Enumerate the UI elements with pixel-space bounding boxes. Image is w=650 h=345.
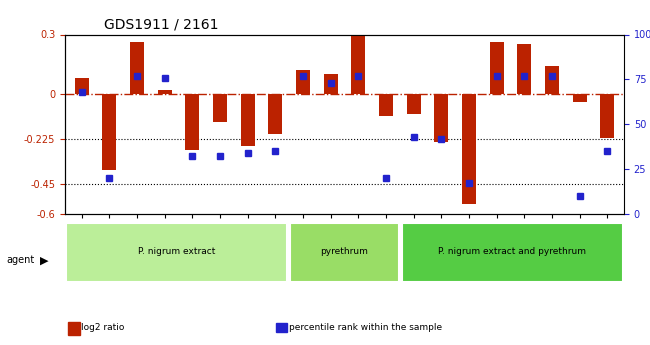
Bar bbox=[130, 42, 144, 94]
Bar bbox=[601, 94, 614, 138]
Text: P. nigrum extract: P. nigrum extract bbox=[138, 247, 216, 256]
Bar bbox=[296, 70, 310, 94]
FancyBboxPatch shape bbox=[290, 223, 399, 282]
Bar bbox=[102, 94, 116, 170]
Text: GDS1911 / 2161: GDS1911 / 2161 bbox=[104, 18, 218, 32]
Bar bbox=[324, 75, 337, 94]
Bar bbox=[517, 45, 531, 94]
Bar bbox=[352, 34, 365, 94]
Text: P. nigrum extract and pyrethrum: P. nigrum extract and pyrethrum bbox=[438, 247, 586, 256]
Bar bbox=[379, 94, 393, 116]
Text: agent: agent bbox=[6, 256, 34, 265]
Bar bbox=[75, 78, 88, 94]
Bar bbox=[490, 42, 504, 94]
Text: percentile rank within the sample: percentile rank within the sample bbox=[289, 323, 443, 332]
Bar bbox=[407, 94, 421, 114]
Text: ▶: ▶ bbox=[40, 256, 49, 265]
FancyBboxPatch shape bbox=[402, 223, 623, 282]
Bar bbox=[185, 94, 199, 150]
Bar bbox=[434, 94, 448, 142]
Bar bbox=[213, 94, 227, 122]
Text: pyrethrum: pyrethrum bbox=[320, 247, 369, 256]
Text: log2 ratio: log2 ratio bbox=[81, 323, 125, 332]
Bar bbox=[573, 94, 587, 102]
Bar bbox=[268, 94, 282, 134]
Bar bbox=[545, 66, 559, 94]
Bar bbox=[462, 94, 476, 204]
FancyBboxPatch shape bbox=[66, 223, 287, 282]
Bar bbox=[158, 90, 172, 94]
Bar bbox=[240, 94, 255, 146]
